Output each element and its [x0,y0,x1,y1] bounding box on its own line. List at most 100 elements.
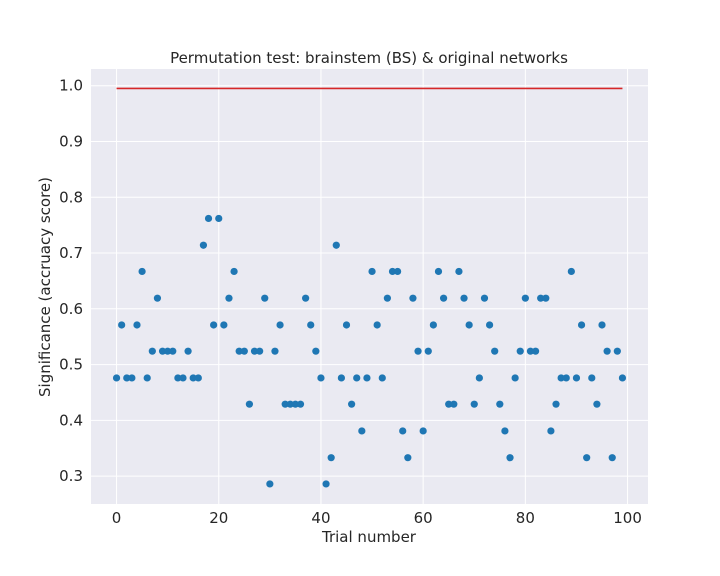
x-tick-label: 40 [311,509,330,527]
data-point [138,267,146,276]
y-tick-labels: 0.3 0.4 0.5 0.6 0.7 0.8 0.9 1.0 [59,77,83,485]
data-point [220,321,228,329]
data-point [491,347,499,355]
data-point [552,400,560,408]
data-point [429,321,437,329]
data-point [250,347,259,355]
data-point [204,214,213,223]
data-point [531,347,540,355]
data-point [378,374,386,382]
data-point [148,347,156,355]
data-point [511,374,519,382]
data-point [112,374,121,382]
data-point [158,347,167,355]
data-point [337,374,345,382]
data-point [133,321,141,329]
data-point [414,347,422,355]
y-tick-label: 0.4 [59,411,83,429]
data-point [516,347,524,355]
data-point [557,374,565,382]
data-point [225,294,233,302]
data-point [261,294,269,302]
data-point [322,480,330,488]
data-point [445,400,453,408]
data-point [240,347,248,355]
data-point [521,294,529,302]
data-point [572,374,581,382]
data-point [501,427,509,435]
data-point [189,374,197,382]
x-axis-label: Trial number [321,528,417,546]
y-tick-label: 0.8 [59,188,83,206]
data-point [332,241,340,249]
data-point [348,400,356,408]
data-point [296,400,305,408]
data-point [562,374,570,382]
data-point [506,454,514,462]
data-point [256,347,264,355]
x-tick-label: 60 [414,509,433,527]
data-point [164,347,172,355]
data-point [373,321,381,329]
data-point [128,374,136,382]
data-point [123,374,131,382]
data-point [496,400,504,408]
data-point [470,400,478,408]
data-point [230,267,238,276]
data-point [353,374,361,382]
data-point [215,214,223,223]
x-tick-label: 100 [613,509,642,527]
data-point [434,267,443,276]
data-point [307,321,315,329]
data-point [179,374,187,382]
data-point [199,241,208,249]
data-point [174,374,182,382]
data-point [276,321,284,329]
x-tick-label: 0 [112,509,122,527]
data-point [537,294,545,302]
data-point [475,374,483,382]
data-point [358,427,366,435]
grid [91,69,648,504]
x-tick-labels: 0 20 40 60 80 100 [112,509,642,527]
data-point [312,347,320,355]
data-point [327,454,335,462]
data-point [368,267,376,276]
data-point [577,321,586,329]
data-point [542,294,550,302]
x-tick-label: 20 [209,509,228,527]
data-point [184,347,192,355]
data-point [383,294,391,302]
y-tick-label: 0.6 [59,300,83,318]
data-point [583,454,591,462]
data-point [455,267,463,276]
data-point [598,321,606,329]
data-point [613,347,621,355]
data-point [388,267,397,276]
y-tick-label: 1.0 [59,77,83,95]
data-point [245,400,254,408]
data-point [302,294,310,302]
data-point [460,294,468,302]
data-point [235,347,243,355]
data-point [485,321,494,329]
data-point [153,294,162,302]
data-point [281,400,289,408]
x-tick-label: 80 [516,509,535,527]
data-point [547,427,555,435]
data-point [266,480,274,488]
data-point [317,374,325,382]
data-point [603,347,611,355]
y-tick-label: 0.5 [59,356,83,374]
data-point [593,400,601,408]
data-point [480,294,489,302]
data-point [424,347,432,355]
data-point [342,321,351,329]
data-point [286,400,294,408]
y-tick-label: 0.9 [59,133,83,151]
plot-area [91,69,648,504]
data-point [143,374,151,382]
data-point [618,374,627,382]
data-point [608,454,616,462]
